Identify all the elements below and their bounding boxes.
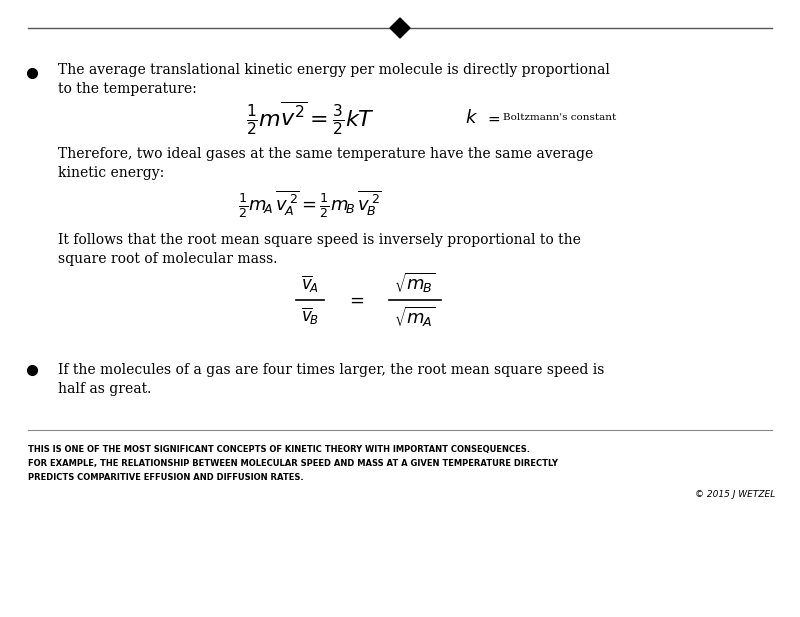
Text: Therefore, two ideal gases at the same temperature have the same average: Therefore, two ideal gases at the same t…	[58, 147, 594, 161]
Text: $=$: $=$	[485, 110, 501, 125]
Polygon shape	[390, 18, 410, 38]
Text: The average translational kinetic energy per molecule is directly proportional: The average translational kinetic energy…	[58, 63, 610, 77]
Text: $\overline{v}_{\!A}$: $\overline{v}_{\!A}$	[302, 273, 318, 294]
Text: $\frac{1}{2}m_{\!A}\,\overline{v_{\!A}^{\,2}} = \frac{1}{2}m_{\!B}\,\overline{v_: $\frac{1}{2}m_{\!A}\,\overline{v_{\!A}^{…	[238, 188, 382, 220]
Text: $\sqrt{m_{\!B}}$: $\sqrt{m_{\!B}}$	[394, 271, 436, 295]
Text: $=$: $=$	[346, 291, 364, 309]
Text: square root of molecular mass.: square root of molecular mass.	[58, 252, 278, 266]
Text: $k$: $k$	[465, 109, 478, 127]
Text: kinetic energy:: kinetic energy:	[58, 166, 164, 180]
Text: $\frac{1}{2}m\overline{v^2} = \frac{3}{2}kT$: $\frac{1}{2}m\overline{v^2} = \frac{3}{2…	[246, 99, 374, 137]
Text: THIS IS ONE OF THE MOST SIGNIFICANT CONCEPTS OF KINETIC THEORY WITH IMPORTANT CO: THIS IS ONE OF THE MOST SIGNIFICANT CONC…	[28, 445, 530, 454]
Text: $\overline{v}_{\!B}$: $\overline{v}_{\!B}$	[302, 305, 318, 326]
Text: Boltzmann's constant: Boltzmann's constant	[503, 114, 616, 123]
Text: © 2015 J WETZEL: © 2015 J WETZEL	[694, 490, 775, 499]
Text: If the molecules of a gas are four times larger, the root mean square speed is: If the molecules of a gas are four times…	[58, 363, 604, 377]
Text: It follows that the root mean square speed is inversely proportional to the: It follows that the root mean square spe…	[58, 233, 581, 247]
Text: to the temperature:: to the temperature:	[58, 82, 197, 96]
Text: $\sqrt{m_{\!A}}$: $\sqrt{m_{\!A}}$	[394, 305, 436, 329]
Text: FOR EXAMPLE, THE RELATIONSHIP BETWEEN MOLECULAR SPEED AND MASS AT A GIVEN TEMPER: FOR EXAMPLE, THE RELATIONSHIP BETWEEN MO…	[28, 459, 558, 468]
Text: half as great.: half as great.	[58, 382, 151, 396]
Text: PREDICTS COMPARITIVE EFFUSION AND DIFFUSION RATES.: PREDICTS COMPARITIVE EFFUSION AND DIFFUS…	[28, 473, 304, 482]
